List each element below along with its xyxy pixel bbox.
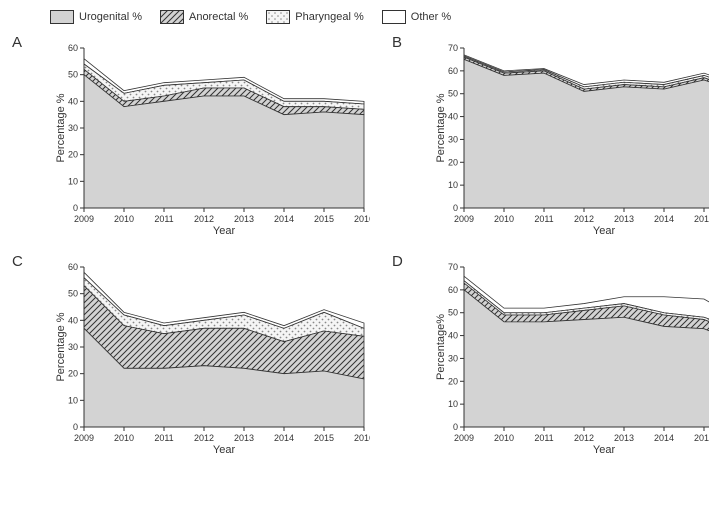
svg-text:2013: 2013 — [614, 433, 634, 443]
svg-text:40: 40 — [68, 315, 78, 325]
legend-label: Anorectal % — [189, 11, 248, 23]
legend-item-anorectal: Anorectal % — [160, 10, 248, 24]
svg-text:2012: 2012 — [574, 214, 594, 224]
svg-text:50: 50 — [68, 289, 78, 299]
svg-text:10: 10 — [68, 395, 78, 405]
svg-text:10: 10 — [68, 176, 78, 186]
svg-text:50: 50 — [448, 89, 458, 99]
svg-text:2010: 2010 — [114, 433, 134, 443]
svg-text:50: 50 — [448, 308, 458, 318]
panel-C: C 0 10 20 30 40 50 60 2009 2010 2011 2012 2013 2014… — [10, 251, 370, 455]
svg-text:2014: 2014 — [654, 433, 674, 443]
panel-label: B — [392, 34, 402, 51]
svg-text:60: 60 — [448, 66, 458, 76]
panel-label: D — [392, 253, 403, 270]
svg-text:30: 30 — [68, 342, 78, 352]
svg-text:60: 60 — [68, 43, 78, 53]
svg-text:10: 10 — [448, 399, 458, 409]
svg-text:0: 0 — [73, 422, 78, 432]
svg-text:0: 0 — [453, 422, 458, 432]
svg-text:2016: 2016 — [354, 214, 370, 224]
svg-text:50: 50 — [68, 70, 78, 80]
legend-item-urogenital: Urogenital % — [50, 10, 142, 24]
svg-text:2013: 2013 — [234, 214, 254, 224]
legend-label: Urogenital % — [79, 11, 142, 23]
svg-text:2011: 2011 — [154, 214, 173, 224]
legend-swatch-white — [382, 10, 406, 24]
svg-text:20: 20 — [68, 150, 78, 160]
svg-text:2013: 2013 — [234, 433, 254, 443]
legend-swatch-dots — [266, 10, 290, 24]
legend-item-other: Other % — [382, 10, 451, 24]
chart-svg: 0 10 20 30 40 50 60 2009 2010 2011 2012 2013 2014 20… — [52, 40, 370, 236]
svg-text:2011: 2011 — [534, 433, 553, 443]
legend-label: Pharyngeal % — [295, 11, 364, 23]
svg-text:2016: 2016 — [354, 433, 370, 443]
svg-text:2014: 2014 — [654, 214, 674, 224]
y-axis-label: Percentage % — [435, 93, 447, 162]
legend-label: Other % — [411, 11, 451, 23]
svg-text:2015: 2015 — [314, 433, 334, 443]
y-axis-label: Percentage % — [55, 93, 67, 162]
chart-svg: 0 10 20 30 40 50 60 70 2009 2010 2011 2012 2013 2014… — [432, 40, 709, 236]
svg-text:2015: 2015 — [694, 214, 709, 224]
svg-text:2014: 2014 — [274, 433, 294, 443]
svg-text:40: 40 — [448, 112, 458, 122]
svg-text:2015: 2015 — [694, 433, 709, 443]
panel-label: A — [12, 34, 22, 51]
x-axis-label: Year — [213, 225, 236, 236]
svg-text:40: 40 — [68, 96, 78, 106]
svg-text:70: 70 — [448, 43, 458, 53]
svg-text:10: 10 — [448, 180, 458, 190]
svg-text:2012: 2012 — [194, 433, 214, 443]
svg-text:30: 30 — [448, 134, 458, 144]
legend: Urogenital % Anorectal % Pharyngeal % Ot… — [50, 10, 699, 24]
x-axis-label: Year — [593, 444, 616, 455]
panel-A: A 0 10 20 30 40 50 60 2009 2010 2011 2012 2013 2014… — [10, 32, 370, 236]
svg-text:2009: 2009 — [74, 214, 94, 224]
svg-text:2015: 2015 — [314, 214, 334, 224]
svg-text:2010: 2010 — [494, 433, 514, 443]
legend-swatch-hatch — [160, 10, 184, 24]
svg-text:20: 20 — [448, 157, 458, 167]
svg-text:2013: 2013 — [614, 214, 634, 224]
svg-text:2011: 2011 — [154, 433, 173, 443]
panel-D: D 0 10 20 30 40 50 60 70 2009 2010 2011 2012 2013 20… — [390, 251, 709, 455]
svg-text:2009: 2009 — [454, 433, 474, 443]
y-axis-label: Percentage % — [55, 312, 67, 381]
panel-B: B 0 10 20 30 40 50 60 70 2009 2010 2011 2012 2013 20… — [390, 32, 709, 236]
svg-text:0: 0 — [73, 203, 78, 213]
svg-text:20: 20 — [68, 369, 78, 379]
area-anorectal — [84, 286, 364, 379]
svg-text:0: 0 — [453, 203, 458, 213]
chart-svg: 0 10 20 30 40 50 60 70 2009 2010 2011 2012 2013 2014… — [432, 259, 709, 455]
svg-text:2011: 2011 — [534, 214, 553, 224]
svg-text:2014: 2014 — [274, 214, 294, 224]
svg-text:2012: 2012 — [194, 214, 214, 224]
chart-svg: 0 10 20 30 40 50 60 2009 2010 2011 2012 2013 2014 20… — [52, 259, 370, 455]
svg-text:30: 30 — [448, 353, 458, 363]
svg-text:70: 70 — [448, 262, 458, 272]
x-axis-label: Year — [213, 444, 236, 455]
x-axis-label: Year — [593, 225, 616, 236]
svg-text:2009: 2009 — [454, 214, 474, 224]
svg-text:40: 40 — [448, 331, 458, 341]
svg-text:60: 60 — [448, 285, 458, 295]
svg-text:30: 30 — [68, 123, 78, 133]
svg-text:2010: 2010 — [494, 214, 514, 224]
svg-text:2010: 2010 — [114, 214, 134, 224]
panel-label: C — [12, 253, 23, 270]
y-axis-label: Percentage% — [435, 314, 447, 380]
svg-text:60: 60 — [68, 262, 78, 272]
svg-text:20: 20 — [448, 376, 458, 386]
legend-swatch-solid — [50, 10, 74, 24]
chart-grid: A 0102030405060 200920102011201220132014… — [10, 32, 699, 455]
legend-item-pharyngeal: Pharyngeal % — [266, 10, 364, 24]
svg-text:2009: 2009 — [74, 433, 94, 443]
svg-text:2012: 2012 — [574, 433, 594, 443]
